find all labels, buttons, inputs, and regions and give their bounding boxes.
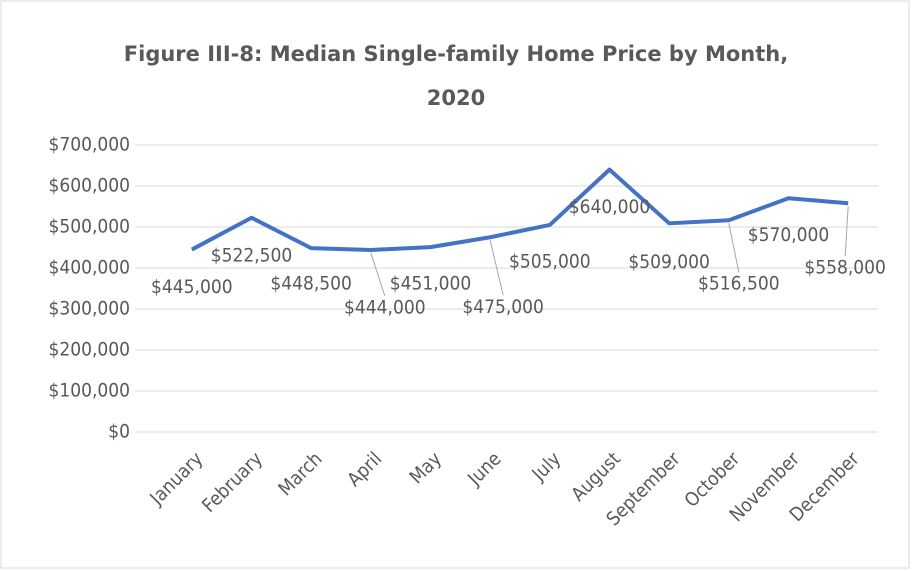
data-label: $505,000 [509,250,591,272]
y-tick-label: $500,000 [48,216,130,238]
data-label: $445,000 [151,276,233,298]
y-tick-label: $700,000 [48,134,130,156]
data-label: $558,000 [804,257,886,279]
leader-line [489,240,504,296]
y-tick-label: $100,000 [48,380,130,402]
data-label: $522,500 [211,244,293,266]
y-tick-label: $600,000 [48,175,130,197]
leader-line [844,206,849,257]
y-tick-label: $0 [108,421,130,443]
data-label: $451,000 [390,273,472,295]
leader-line [728,223,740,273]
y-tick-label: $400,000 [48,257,130,279]
data-label: $448,500 [270,273,352,295]
y-tick-label: $200,000 [48,339,130,361]
leader-line [370,252,386,297]
y-tick-label: $300,000 [48,298,130,320]
data-label: $444,000 [344,296,426,318]
chart-title: Figure III-8: Median Single-family Home … [123,42,789,110]
data-label: $570,000 [748,224,830,246]
data-label: $475,000 [462,296,544,318]
line [190,167,849,252]
data-label: $509,000 [628,251,710,273]
data-label: $516,500 [698,273,780,295]
data-label: $640,000 [569,196,651,218]
